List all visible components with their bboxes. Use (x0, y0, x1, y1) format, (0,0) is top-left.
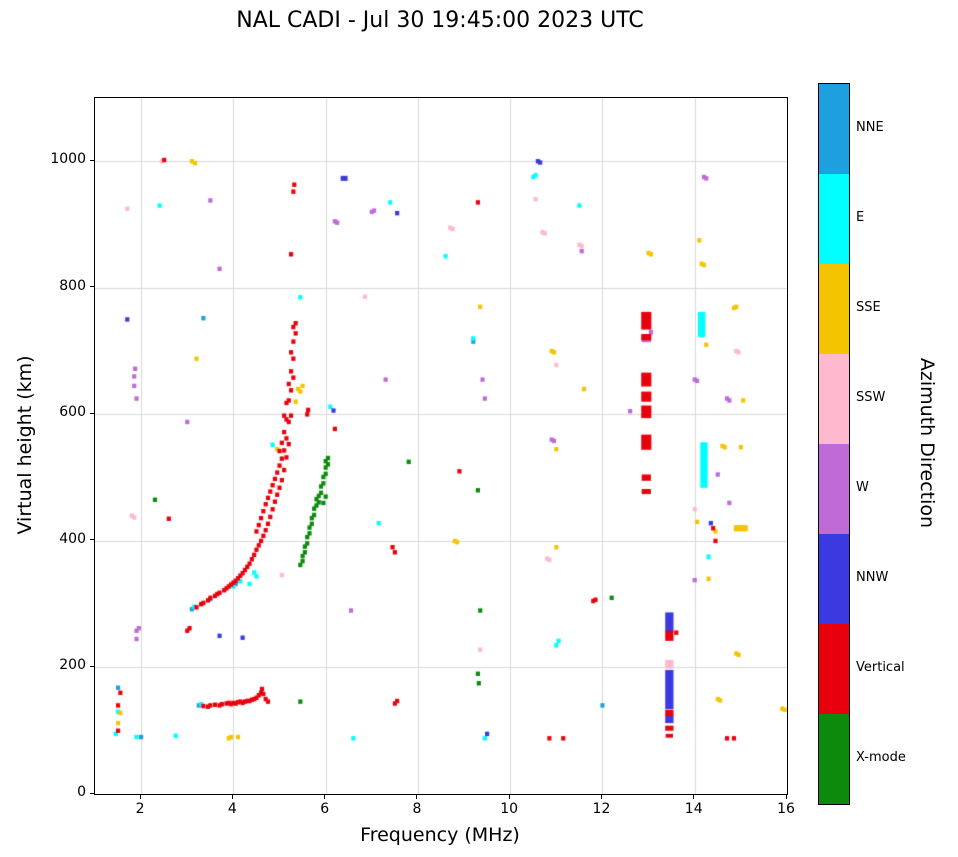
colorbar-label-nne: NNE (856, 120, 884, 135)
y-tick-label: 400 (59, 530, 86, 547)
y-tick-label: 1000 (50, 151, 86, 168)
y-tick-label: 800 (59, 277, 86, 294)
x-tick-mark (693, 795, 695, 799)
x-tick-label: 16 (777, 801, 795, 817)
colorbar-label-x-mode: X-mode (856, 750, 906, 765)
y-tick-mark (90, 159, 94, 161)
y-tick-mark (90, 286, 94, 288)
colorbar-segment-vertical (819, 624, 849, 714)
colorbar (818, 83, 850, 805)
colorbar-segment-ssw (819, 354, 849, 444)
y-tick-mark (90, 539, 94, 541)
x-tick-mark (139, 795, 141, 799)
x-tick-mark (416, 795, 418, 799)
colorbar-label-ssw: SSW (856, 390, 886, 405)
plot-area (94, 97, 788, 795)
x-tick-mark (324, 795, 326, 799)
x-tick-label: 4 (227, 801, 237, 817)
colorbar-title: Azimuth Direction (916, 357, 938, 529)
y-tick-label: 200 (59, 657, 86, 674)
x-tick-mark (600, 795, 602, 799)
colorbar-segment-e (819, 174, 849, 264)
ionogram-scatter-canvas (95, 98, 787, 794)
colorbar-segment-nne (819, 84, 849, 174)
colorbar-segment-w (819, 444, 849, 534)
x-tick-mark (785, 795, 787, 799)
x-axis-label: Frequency (MHz) (360, 824, 520, 846)
y-tick-mark (90, 665, 94, 667)
y-axis-label: Virtual height (km) (14, 355, 36, 535)
chart-title: NAL CADI - Jul 30 19:45:00 2023 UTC (236, 8, 644, 33)
x-tick-mark (508, 795, 510, 799)
colorbar-segment-sse (819, 264, 849, 354)
y-tick-mark (90, 792, 94, 794)
colorbar-label-e: E (856, 210, 865, 225)
colorbar-label-nnw: NNW (856, 570, 889, 585)
x-tick-label: 12 (592, 801, 611, 817)
x-tick-label: 14 (684, 801, 703, 817)
colorbar-segment-x-mode (819, 714, 849, 804)
y-tick-label: 600 (59, 404, 86, 421)
colorbar-segment-nnw (819, 534, 849, 624)
y-tick-label: 0 (77, 784, 86, 800)
x-tick-label: 10 (500, 801, 519, 817)
x-tick-label: 8 (412, 801, 422, 817)
y-tick-mark (90, 412, 94, 414)
x-tick-label: 2 (135, 801, 145, 817)
colorbar-label-vertical: Vertical (856, 660, 905, 675)
x-tick-label: 6 (320, 801, 330, 817)
colorbar-label-w: W (856, 480, 869, 495)
colorbar-label-sse: SSE (856, 300, 881, 315)
x-tick-mark (231, 795, 233, 799)
